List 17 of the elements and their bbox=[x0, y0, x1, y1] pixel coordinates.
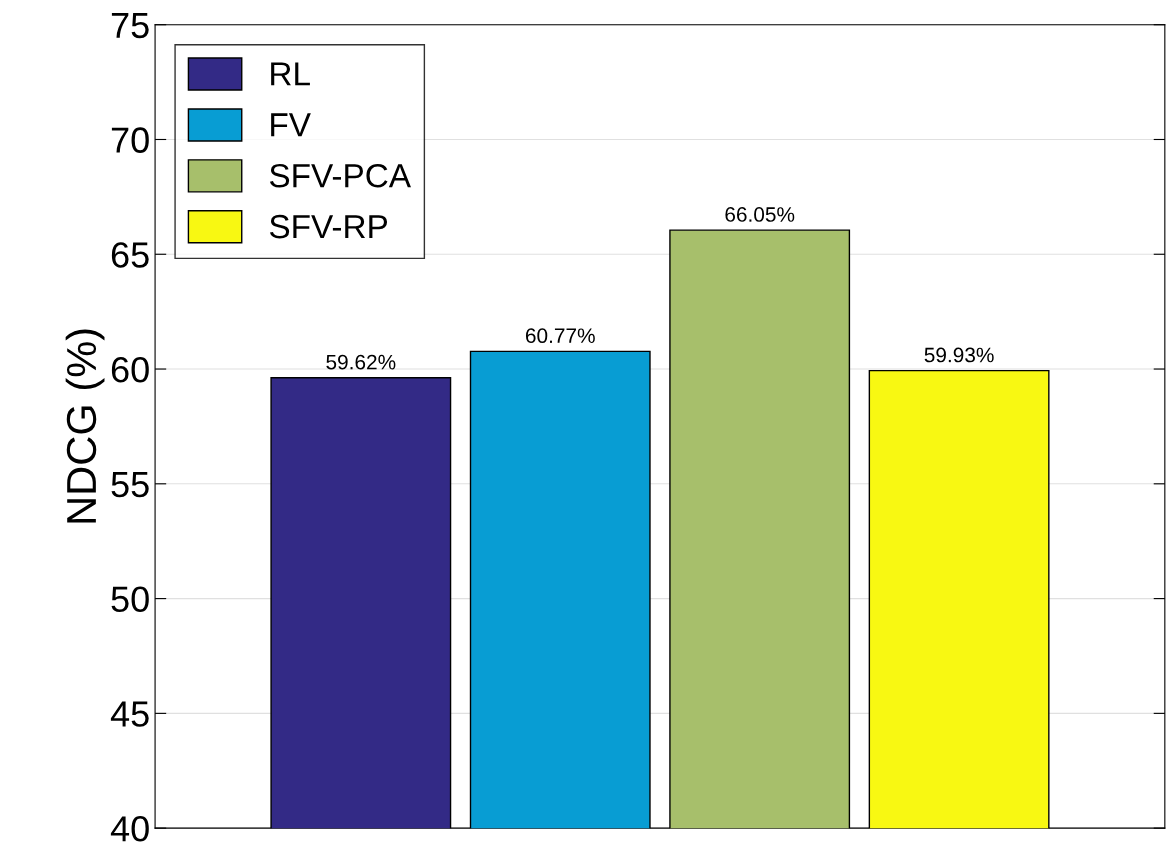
y-tick-label: 70 bbox=[111, 127, 149, 153]
y-axis-title: NDCG (%) bbox=[65, 329, 105, 523]
legend-label: SFV-PCA bbox=[269, 163, 411, 188]
y-tick-label: 75 bbox=[111, 12, 149, 39]
y-tick-label: 50 bbox=[111, 586, 149, 613]
legend-label: RL bbox=[271, 62, 310, 86]
data-label: 60.77% bbox=[525, 328, 595, 344]
y-tick-label: 55 bbox=[111, 472, 149, 498]
y-tick-label: 60 bbox=[111, 356, 149, 383]
y-tick-label: 40 bbox=[110, 816, 149, 842]
y-tick-label: 65 bbox=[111, 242, 149, 268]
y-tick-label: 45 bbox=[110, 701, 149, 727]
legend-label: FV bbox=[271, 113, 311, 137]
legend-label: SFV-RP bbox=[269, 214, 388, 239]
data-label: 59.93% bbox=[924, 347, 994, 363]
data-label: 59.62% bbox=[326, 354, 396, 370]
data-label: 66.05% bbox=[725, 207, 795, 222]
